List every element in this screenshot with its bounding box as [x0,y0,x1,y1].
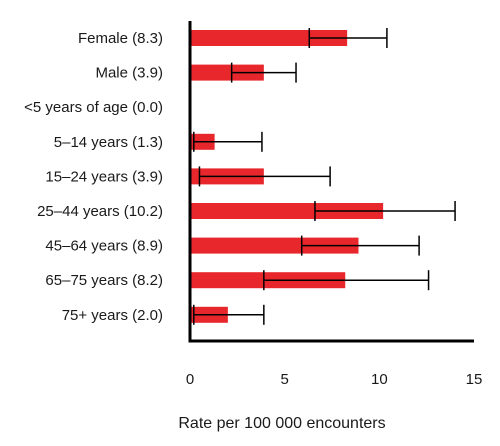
bar [190,30,348,46]
x-tick-label: 0 [186,371,194,388]
x-axis-title: Rate per 100 000 encounters [178,415,385,432]
error-bar [300,235,420,256]
error-bar [308,28,388,48]
category-label: Female (8.3) [78,30,163,47]
category-label: 45–64 years (8.9) [45,238,163,255]
x-tick-label: 10 [371,371,388,388]
x-tick-labels: 0 5 10 15 [186,371,483,388]
error-bar [314,201,456,221]
category-label: 5–14 years (1.3) [54,134,163,151]
bar [190,64,264,81]
category-labels: Female (8.3) Male (3.9) <5 years of age (0… [24,30,163,324]
bar [190,237,359,254]
error-bar [193,304,265,325]
category-label: Male (3.9) [95,65,163,82]
error-bar [263,270,430,291]
category-label: 65–75 years (8.2) [45,272,163,289]
category-label: <5 years of age (0.0) [24,99,163,116]
category-label: 75+ years (2.0) [62,307,163,324]
category-label: 25–44 years (10.2) [37,203,163,220]
error-bars-group [193,28,456,325]
error-bar [198,166,331,187]
bar [190,203,384,219]
error-bar [230,62,297,83]
x-tick-label: 15 [466,371,483,388]
error-bar [193,131,263,152]
category-label: 15–24 years (3.9) [45,168,163,185]
x-tick-label: 5 [280,371,288,388]
